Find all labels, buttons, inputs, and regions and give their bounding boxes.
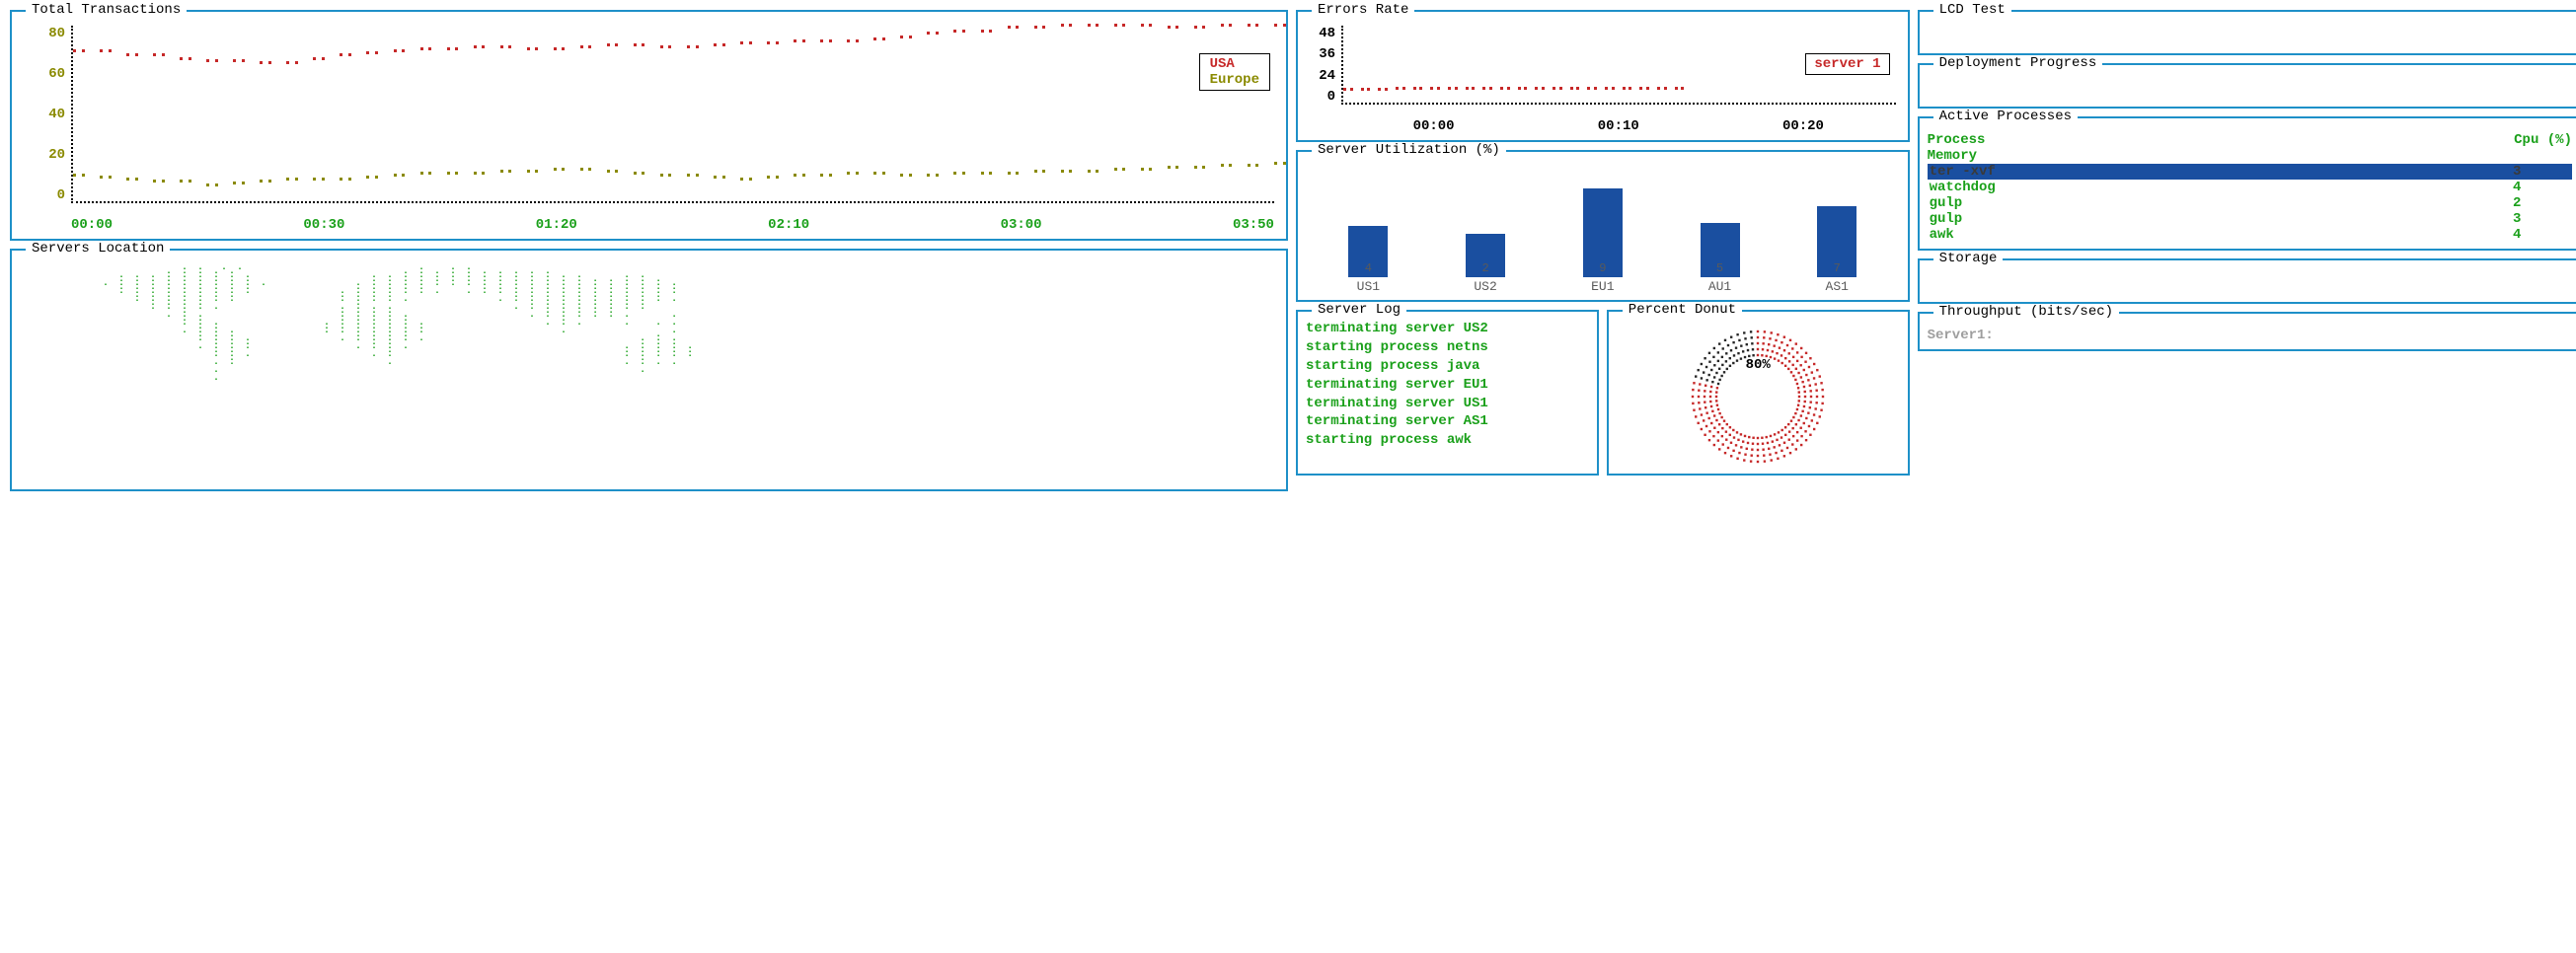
x-axis: 00:00 00:10 00:20 (1341, 118, 1896, 134)
panel-title: Active Processes (1933, 109, 2078, 124)
table-row[interactable]: ter -xvf3 (1928, 164, 2572, 180)
table-header: Process Cpu (%) Memory (1928, 132, 2572, 164)
process-table: Process Cpu (%) Memory ter -xvf3watchdog… (1928, 132, 2572, 243)
panel-title: Storage (1933, 251, 2004, 266)
process-cpu: 3 (2513, 164, 2572, 180)
table-row[interactable]: awk4 (1928, 227, 2572, 243)
total-transactions-panel: Total Transactions 806040200 00:0000:300… (10, 10, 1288, 241)
donut-percent-label: 80% (1617, 357, 1900, 373)
server-utilization-panel: Server Utilization (%) 4US12US29EU15AU17… (1296, 150, 1910, 302)
active-processes-panel: Active Processes Process Cpu (%) Memory … (1918, 116, 2576, 251)
y-tick: 48 (1306, 26, 1335, 41)
x-tick: 02:10 (768, 217, 809, 233)
legend: USA Europe (1199, 53, 1270, 91)
x-tick: 00:30 (303, 217, 344, 233)
panel-title: Percent Donut (1623, 302, 1742, 318)
percent-donut-panel: Percent Donut 80% (1607, 310, 1910, 476)
right-column: LCD Test Deployment Progress Active Proc… (1918, 10, 2576, 491)
errors-rate-chart: 48 36 24 0 00:00 00:10 00:20 server 1 (1306, 26, 1900, 134)
lcd-test-panel: LCD Test (1918, 10, 2576, 55)
bar-AS1: 7AS1 (1779, 206, 1896, 294)
total-transactions-chart: 80 60 40 20 0 00:00 00:30 01:20 02:10 03:00 03:50… (20, 26, 1278, 233)
process-name: watchdog (1928, 180, 2513, 195)
y-tick: 0 (20, 187, 65, 203)
errors-rate-panel: Errors Rate 4836240 00:0000:1000:20 serv… (1296, 10, 1910, 142)
x-tick: 00:00 (71, 217, 113, 233)
log-line: terminating server AS1 (1306, 412, 1589, 431)
log-lines: terminating server US2starting process n… (1306, 320, 1589, 450)
panel-title: Errors Rate (1312, 2, 1414, 18)
bar-AU1: 5AU1 (1661, 223, 1779, 294)
log-line: starting process awk (1306, 431, 1589, 450)
legend-item-usa: USA (1210, 56, 1259, 72)
process-cpu: 3 (2513, 211, 2572, 227)
plot-area (71, 26, 1274, 203)
header-cpu: Cpu (%) (2314, 132, 2572, 148)
throughput-panel: Throughput (bits/sec) Server1: (1918, 312, 2576, 351)
panel-title: Servers Location (26, 241, 170, 257)
x-tick: 00:20 (1782, 118, 1824, 134)
log-line: terminating server US1 (1306, 395, 1589, 413)
process-cpu: 4 (2513, 180, 2572, 195)
left-column: Total Transactions 806040200 00:0000:300… (10, 10, 1288, 491)
x-tick: 03:50 (1233, 217, 1274, 233)
x-tick: 01:20 (536, 217, 577, 233)
y-tick: 0 (1306, 89, 1335, 105)
x-tick: 00:00 (1413, 118, 1455, 134)
panel-title: LCD Test (1933, 2, 2011, 18)
log-line: terminating server US2 (1306, 320, 1589, 338)
server-log-panel: Server Log terminating server US2startin… (1296, 310, 1599, 476)
dashboard-root: Total Transactions 806040200 00:0000:300… (10, 10, 2566, 491)
table-row[interactable]: gulp3 (1928, 211, 2572, 227)
table-row[interactable]: watchdog4 (1928, 180, 2572, 195)
bar-US1: 4US1 (1310, 226, 1427, 294)
x-tick: 00:10 (1598, 118, 1639, 134)
table-row[interactable]: gulp2 (1928, 195, 2572, 211)
deployment-progress-panel: Deployment Progress (1918, 63, 2576, 109)
panel-title: Server Utilization (%) (1312, 142, 1506, 158)
bar-US2: 2US2 (1427, 234, 1545, 294)
legend: server 1 (1805, 53, 1889, 75)
y-axis: 80 60 40 20 0 (20, 26, 65, 203)
storage-panel: Storage (1918, 258, 2576, 304)
middle-column: Errors Rate 4836240 00:0000:1000:20 serv… (1296, 10, 1910, 491)
y-tick: 40 (20, 107, 65, 122)
log-donut-row: Server Log terminating server US2startin… (1296, 310, 1910, 476)
log-line: starting process netns (1306, 338, 1589, 357)
donut-chart: 80% (1617, 320, 1900, 468)
donut-svg (1674, 320, 1842, 468)
bar-chart: 4US12US29EU15AU17AS1 (1306, 166, 1900, 294)
process-name: gulp (1928, 211, 2513, 227)
y-axis: 48 36 24 0 (1306, 26, 1335, 105)
process-name: awk (1928, 227, 2513, 243)
table-body: ter -xvf3watchdog4gulp2gulp3awk4 (1928, 164, 2572, 243)
y-tick: 80 (20, 26, 65, 41)
y-tick: 24 (1306, 68, 1335, 84)
process-cpu: 4 (2513, 227, 2572, 243)
header-process: Process (1928, 132, 2314, 148)
x-axis: 00:00 00:30 01:20 02:10 03:00 03:50 (71, 217, 1274, 233)
process-name: gulp (1928, 195, 2513, 211)
throughput-server-label: Server1: (1928, 328, 2572, 343)
y-tick: 36 (1306, 46, 1335, 62)
bar-EU1: 9EU1 (1544, 188, 1661, 294)
legend-item-europe: Europe (1210, 72, 1259, 88)
panel-title: Throughput (bits/sec) (1933, 304, 2119, 320)
panel-title: Total Transactions (26, 2, 187, 18)
y-tick: 20 (20, 147, 65, 163)
x-tick: 03:00 (1001, 217, 1042, 233)
log-line: starting process java (1306, 357, 1589, 376)
panel-title: Server Log (1312, 302, 1406, 318)
header-memory: Memory (1928, 148, 2572, 164)
servers-location-panel: Servers Location . . . . . . . . . . : :… (10, 249, 1288, 491)
log-line: terminating server EU1 (1306, 376, 1589, 395)
y-tick: 60 (20, 66, 65, 82)
world-map-ascii: . . . . . . . . . . : : : : : . . . : : … (20, 258, 1278, 383)
process-name: ter -xvf (1928, 164, 2513, 180)
panel-title: Deployment Progress (1933, 55, 2103, 71)
process-cpu: 2 (2513, 195, 2572, 211)
